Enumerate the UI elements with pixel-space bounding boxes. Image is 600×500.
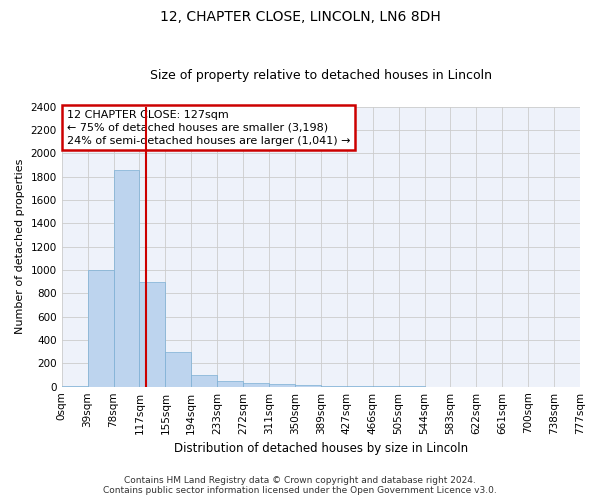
Bar bbox=[88, 270, 113, 386]
Bar bbox=[243, 383, 269, 386]
Title: Size of property relative to detached houses in Lincoln: Size of property relative to detached ho… bbox=[150, 69, 492, 82]
Bar bbox=[139, 282, 166, 387]
Bar bbox=[295, 385, 321, 386]
Text: 12, CHAPTER CLOSE, LINCOLN, LN6 8DH: 12, CHAPTER CLOSE, LINCOLN, LN6 8DH bbox=[160, 10, 440, 24]
Bar bbox=[269, 384, 295, 386]
Bar bbox=[166, 352, 191, 386]
Text: Contains HM Land Registry data © Crown copyright and database right 2024.
Contai: Contains HM Land Registry data © Crown c… bbox=[103, 476, 497, 495]
Bar bbox=[217, 382, 243, 386]
Y-axis label: Number of detached properties: Number of detached properties bbox=[15, 159, 25, 334]
Bar bbox=[113, 170, 139, 386]
X-axis label: Distribution of detached houses by size in Lincoln: Distribution of detached houses by size … bbox=[174, 442, 468, 455]
Text: 12 CHAPTER CLOSE: 127sqm
← 75% of detached houses are smaller (3,198)
24% of sem: 12 CHAPTER CLOSE: 127sqm ← 75% of detach… bbox=[67, 110, 350, 146]
Bar bbox=[191, 375, 217, 386]
